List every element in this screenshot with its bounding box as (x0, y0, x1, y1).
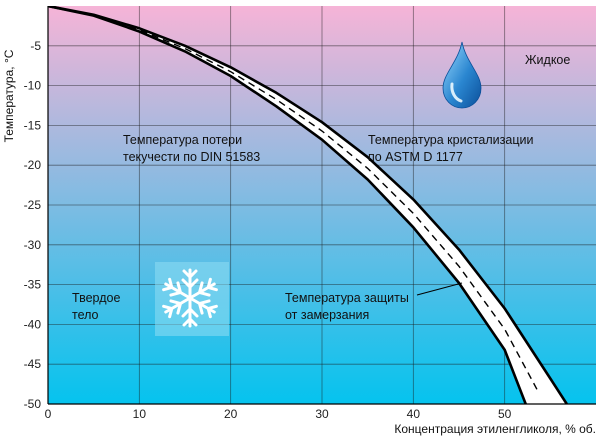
y-tick-label: -20 (24, 158, 42, 172)
x-axis-label: Концентрация этиленгликоля, % об. (394, 422, 596, 436)
y-tick-label: -25 (24, 198, 42, 212)
x-tick-labels: 0 10 20 30 40 50 (45, 407, 512, 421)
annotation-pour-point-line1: Температура потери (123, 133, 242, 147)
snowflake-barb (169, 299, 183, 315)
axes (47, 6, 596, 405)
snowflake-barb (182, 316, 198, 327)
water-drop-icon (442, 41, 482, 109)
annotation-pointer (416, 282, 463, 296)
snowflake-barb (197, 299, 211, 315)
annotation-freeze-protection: Температура защиты от замерзания (285, 291, 412, 322)
y-tick-label: -35 (24, 278, 42, 292)
snowflake-arm (181, 268, 199, 300)
snowflake-barb (197, 281, 211, 297)
snowflake-barb (162, 304, 174, 319)
snowflake-barb (182, 269, 198, 280)
snowflake-barb (181, 306, 199, 318)
annotation-crystallization-line2: по ASTM D 1177 (368, 150, 463, 164)
y-tick-label: -30 (24, 238, 42, 252)
snowflake-stem (164, 282, 192, 300)
annotation-solid-line1: Твердое (72, 291, 120, 305)
annotation-pour-point-line2: текучести по DIN 51583 (123, 150, 260, 164)
y-tick-label: -45 (24, 357, 42, 371)
y-tick-label: -50 (24, 397, 42, 411)
annotation-freeze-protection-line2: от замерзания (285, 308, 369, 322)
annotation-solid: Твердое тело (72, 291, 124, 322)
snowflake-stem (188, 282, 216, 300)
annotation-solid-line2: тело (72, 308, 99, 322)
series-line-crystallization (48, 6, 568, 404)
y-tick-label: -15 (24, 118, 42, 132)
snowflake-arm (162, 296, 192, 319)
snowflake-icon (155, 262, 229, 336)
snowflake-arm (181, 296, 199, 328)
y-tick-label: -40 (24, 317, 42, 331)
x-tick-label: 10 (133, 407, 147, 421)
y-tick-label: -10 (24, 79, 42, 93)
snowflake-barb (169, 281, 183, 297)
annotation-crystallization-line1: Температура кристализации (368, 133, 533, 147)
snowflake-arm (162, 277, 192, 300)
snowflake-barb (206, 277, 218, 292)
annotation-liquid: Жидкое (525, 53, 570, 67)
series-line-pour-point (48, 6, 527, 404)
y-tick-label: -5 (30, 39, 41, 53)
annotation-pour-point: Температура потери текучести по DIN 5158… (123, 133, 260, 164)
x-tick-label: 20 (224, 407, 238, 421)
snowflake-stem (188, 296, 216, 314)
snowflake-arm (188, 277, 218, 300)
curve-band (48, 6, 568, 404)
snowflake-arm (188, 296, 218, 319)
annotation-crystallization: Температура кристализации по ASTM D 1177 (368, 133, 537, 164)
x-tick-label: 50 (498, 407, 512, 421)
y-axis-label: Температура, °С (2, 49, 16, 142)
x-tick-label: 40 (407, 407, 421, 421)
series-line-freeze-protection (48, 6, 539, 392)
band-fill (48, 6, 567, 404)
snowflake-barb (206, 304, 218, 319)
x-tick-label: 0 (45, 407, 52, 421)
snowflake-stem (164, 296, 192, 314)
annotation-freeze-protection-line1: Температура защиты (285, 291, 409, 305)
snowflake-barb (181, 278, 199, 290)
snowflake-barb (162, 277, 174, 292)
y-tick-labels: -5 -10 -15 -20 -25 -30 -35 -40 -45 -50 (24, 39, 42, 411)
x-tick-label: 30 (315, 407, 329, 421)
